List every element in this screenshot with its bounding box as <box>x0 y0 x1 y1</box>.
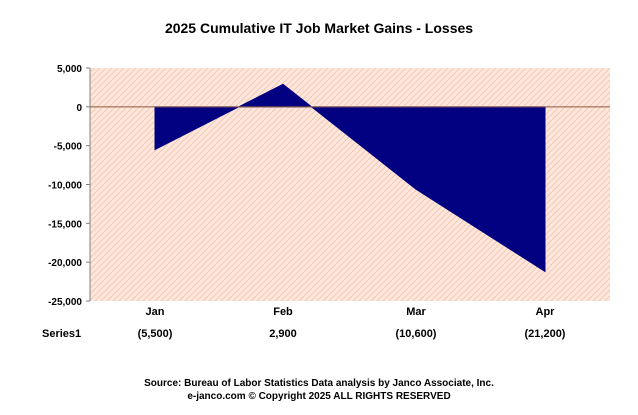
y-tick-label: 0 <box>76 103 82 114</box>
y-axis: 5,000 0 -5,000 -10,000 -15,000 -20,000 -25,000 <box>48 64 91 308</box>
data-table-value: (21,200) <box>525 328 566 340</box>
y-tick-label: -10,000 <box>48 181 82 192</box>
x-tick-label: Feb <box>273 306 293 318</box>
y-tick-label: -20,000 <box>48 258 82 269</box>
series-name-label: Series1 <box>42 328 81 340</box>
series-area <box>90 83 610 273</box>
chart-title: 2025 Cumulative IT Job Market Gains - Lo… <box>165 20 473 36</box>
x-tick-label: Mar <box>406 306 426 318</box>
y-tick-label: -25,000 <box>48 297 82 308</box>
data-table-value: (5,500) <box>138 328 173 340</box>
data-table-value: (10,600) <box>396 328 437 340</box>
y-tick-label: 5,000 <box>57 64 82 75</box>
data-table-value: 2,900 <box>269 328 297 340</box>
y-tick-label: -5,000 <box>54 142 83 153</box>
y-tick-label: -15,000 <box>48 219 82 230</box>
x-axis-labels: Jan Feb Mar Apr <box>146 306 556 318</box>
source-note: Source: Bureau of Labor Statistics Data … <box>144 378 494 389</box>
x-tick-label: Apr <box>536 306 556 318</box>
data-table: Series1 (5,500) 2,900 (10,600) (21,200) <box>42 328 566 340</box>
x-tick-label: Jan <box>146 306 165 318</box>
copyright-note: e-janco.com © Copyright 2025 ALL RIGHTS … <box>187 391 450 402</box>
